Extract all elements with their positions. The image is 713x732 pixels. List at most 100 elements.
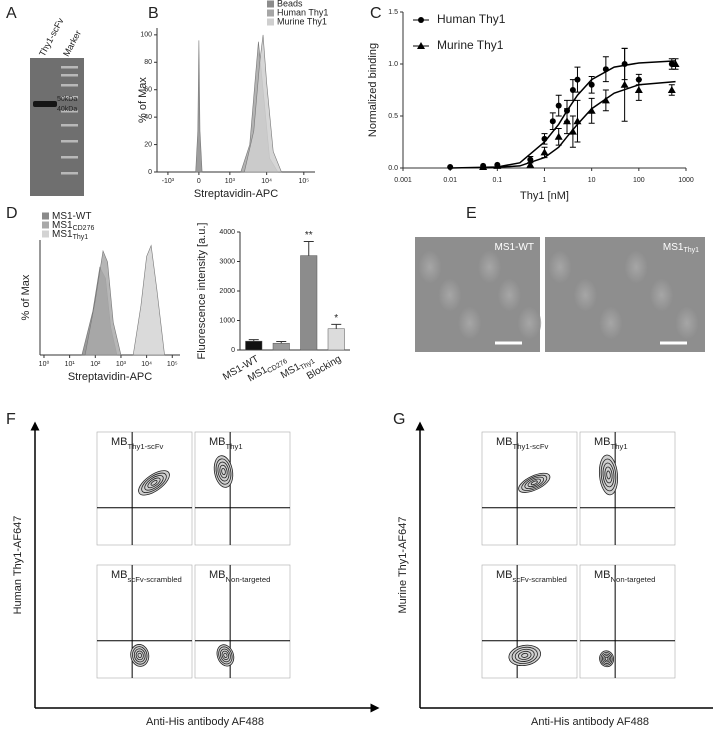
x-axis-label: Streptavidin-APC [68, 371, 152, 383]
cell [548, 250, 572, 284]
histogram [84, 249, 122, 356]
contour [130, 644, 150, 667]
flow-plot-label: MBThy1-scFv [496, 436, 549, 451]
y-tick-label: 80 [144, 59, 152, 66]
panel-label: E [466, 205, 477, 222]
protein-band [33, 101, 57, 107]
x-tick-label: 10⁴ [141, 361, 152, 368]
subscript: scFv-scrambled [128, 575, 182, 584]
panel-label: F [6, 411, 16, 428]
flow-plot-label: MBscFv-scrambled [111, 569, 182, 584]
significance: * [334, 313, 338, 324]
data-point [588, 81, 595, 88]
flow-plot-label: MBNon-targeted [209, 569, 270, 584]
data-point [555, 102, 562, 109]
contour [150, 480, 158, 486]
contour [144, 475, 164, 491]
text-part: MB [496, 569, 513, 581]
flow-plot [194, 431, 291, 546]
cell [517, 306, 542, 340]
cell [598, 306, 623, 340]
x-tick-label: 0 [197, 178, 201, 185]
text-part: MS1 [52, 220, 73, 231]
x-tick-label: 10² [90, 361, 101, 368]
y-axis-label: Human Thy1-AF647 [12, 516, 24, 615]
legend-label: Human Thy1 [277, 7, 328, 17]
subscript: scFv-scrambled [513, 575, 567, 584]
marker-band [61, 96, 78, 99]
y-tick-label: 100 [140, 32, 152, 39]
data-point [601, 96, 610, 104]
contour [601, 653, 612, 664]
flow-plot-label: MBNon-targeted [594, 569, 655, 584]
contour [221, 467, 226, 476]
legend-label: Murine Thy1 [277, 16, 327, 26]
data-point [479, 162, 488, 170]
data-point [634, 86, 643, 93]
flow-plot-label: MBThy1 [209, 436, 243, 451]
text-part: MB [496, 436, 513, 448]
data-point [620, 80, 629, 88]
subscript: Non-targeted [226, 575, 271, 584]
subscript: Thy1-scFv [513, 442, 549, 451]
y-tick-label: 0.0 [388, 165, 398, 172]
x-tick-label: -10³ [162, 178, 175, 185]
legend-label: MS1Thy1 [52, 229, 88, 242]
panel-label: A [6, 5, 17, 22]
contour [599, 650, 615, 668]
subscript: Non-targeted [611, 575, 656, 584]
data-point [569, 87, 576, 93]
x-axis-label: Thy1 [nM] [520, 190, 569, 202]
contour [223, 652, 228, 658]
legend-marker [417, 42, 425, 49]
cell [477, 250, 502, 284]
marker-band [61, 84, 78, 87]
x-axis-label: Anti-His antibody AF488 [146, 716, 264, 728]
contour [518, 650, 532, 660]
data-point [574, 76, 581, 83]
text-part: MB [209, 569, 226, 581]
contour [133, 648, 146, 663]
legend-swatch [267, 18, 274, 26]
cell [674, 306, 699, 340]
legend-swatch [42, 230, 49, 238]
error-bar [303, 240, 314, 256]
contour [219, 464, 228, 479]
flow-plot [579, 431, 676, 546]
contour [604, 656, 609, 661]
contour [138, 470, 170, 496]
legend-marker [418, 17, 424, 23]
data-point [573, 117, 582, 125]
subscript: Thy1 [611, 442, 628, 451]
y-tick-label: 40 [144, 114, 152, 121]
contour [217, 461, 230, 482]
text-part: MS1-WT [495, 242, 534, 253]
flow-plot-label: MBThy1-scFv [111, 436, 164, 451]
data-point [667, 86, 676, 93]
contour [518, 472, 551, 493]
x-tick-label: 10³ [116, 361, 127, 368]
error-bar [331, 323, 342, 329]
legend-label: MS1-WT [52, 211, 91, 222]
cell [649, 278, 674, 312]
y-tick-label: 1.5 [388, 9, 398, 16]
legend-label: Beads [277, 0, 303, 8]
panel-label: D [6, 205, 18, 222]
y-tick-label: 1.0 [388, 61, 398, 68]
text-part: MS1 [52, 229, 73, 240]
contour [521, 474, 548, 491]
y-tick-label: 20 [144, 141, 152, 148]
contour [514, 648, 535, 662]
y-axis-label: Murine Thy1-AF647 [397, 516, 409, 613]
y-tick-label: 0.5 [388, 113, 398, 120]
marker-band [61, 140, 78, 143]
x-tick-label: 100 [633, 177, 645, 184]
data-point [541, 135, 548, 142]
contour [218, 646, 233, 665]
y-tick-label: 0 [148, 169, 152, 176]
legend-label: Human Thy1 [437, 12, 506, 26]
x-tick-label: 1 [543, 177, 547, 184]
text-part: MS1-WT [52, 211, 91, 222]
marker-band [61, 124, 78, 127]
size-marker: 50kDa [57, 96, 77, 103]
